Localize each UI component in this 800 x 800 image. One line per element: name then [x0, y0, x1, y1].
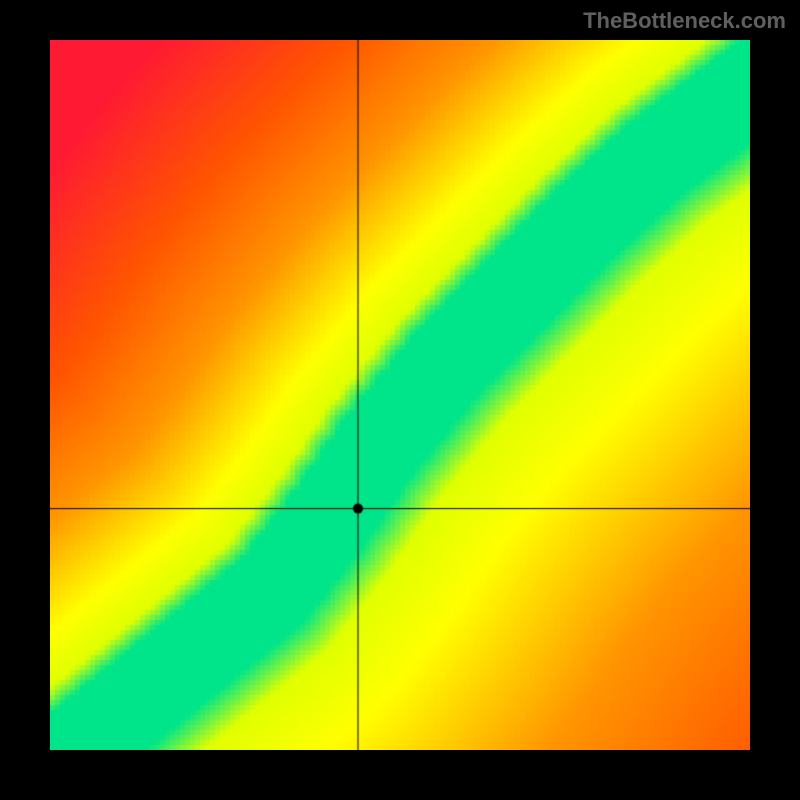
heatmap-canvas [50, 40, 750, 750]
chart-container: TheBottleneck.com [0, 0, 800, 800]
watermark-text: TheBottleneck.com [583, 8, 786, 34]
heatmap-chart [50, 40, 750, 750]
